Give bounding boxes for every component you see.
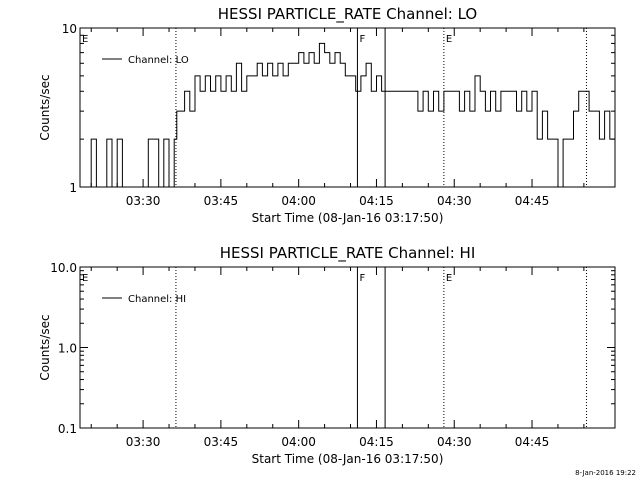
x-tick-label: 04:30 [437, 435, 472, 449]
x-tick-label: 04:45 [515, 435, 550, 449]
event-flag-label: E [82, 273, 88, 284]
event-flag-label: F [359, 34, 365, 45]
y-axis-label: Counts/sec [38, 314, 52, 380]
y-tick-label: 1.0 [58, 342, 77, 356]
chart-title: HESSI PARTICLE_RATE Channel: LO [218, 5, 477, 24]
plot-frame [79, 266, 616, 429]
series-line-channel-lo [80, 42, 615, 187]
x-tick-label: 04:30 [437, 194, 472, 208]
event-flag-label: E [446, 273, 452, 284]
event-flag-label: F [359, 273, 365, 284]
plot-timestamp: 8-Jan-2016 19:22 [575, 469, 636, 477]
x-axis-label: Start Time (08-Jan-16 03:17:50) [252, 452, 444, 466]
plot-frame [79, 27, 616, 188]
x-tick-label: 04:45 [515, 194, 550, 208]
x-tick-label: 03:45 [204, 435, 239, 449]
legend-label: Channel: HI [128, 294, 186, 305]
y-tick-label: 10.0 [50, 261, 77, 275]
x-tick-label: 03:30 [126, 194, 161, 208]
y-axis-label: Counts/sec [38, 74, 52, 140]
y-tick-label: 0.1 [58, 422, 77, 436]
x-tick-label: 04:15 [359, 435, 394, 449]
event-flag-label: E [82, 34, 88, 45]
x-tick-label: 03:30 [126, 435, 161, 449]
x-tick-label: 04:00 [281, 435, 316, 449]
chart-title: HESSI PARTICLE_RATE Channel: HI [220, 244, 476, 263]
x-tick-label: 04:15 [359, 194, 394, 208]
event-flag-label: E [446, 34, 452, 45]
y-tick-label: 10 [62, 22, 77, 36]
legend-label: Channel: LO [128, 55, 189, 66]
x-axis-label: Start Time (08-Jan-16 03:17:50) [252, 211, 444, 225]
x-tick-label: 04:00 [281, 194, 316, 208]
x-tick-label: 03:45 [204, 194, 239, 208]
y-tick-label: 1 [69, 181, 77, 195]
